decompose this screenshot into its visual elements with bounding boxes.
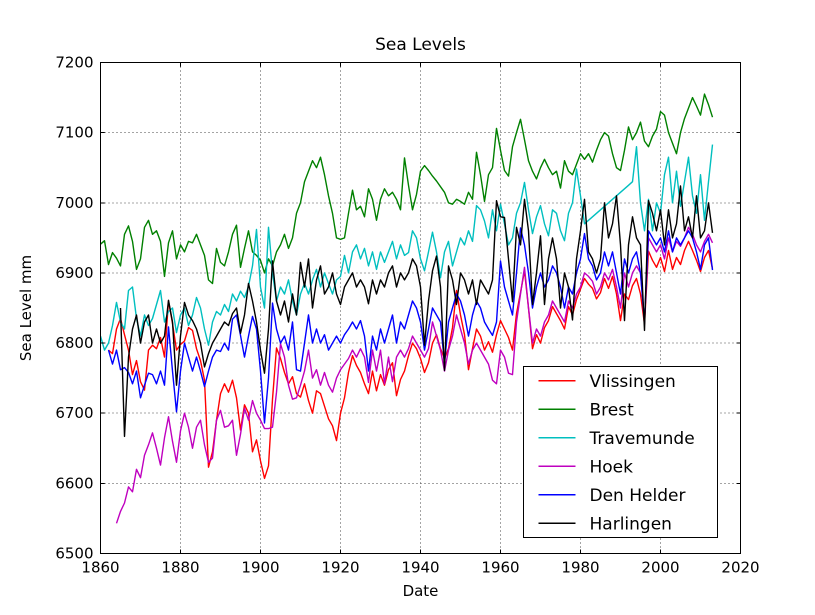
y-tick-label: 6600 (55, 474, 93, 492)
legend-item-harlingen: Harlingen (538, 514, 672, 534)
legend-label-hoek: Hoek (590, 457, 634, 477)
x-tick-label: 1940 (401, 559, 439, 577)
x-tick-label: 1960 (481, 559, 519, 577)
legend-label-vlissingen: Vlissingen (590, 372, 676, 392)
y-tick-label: 6700 (55, 404, 93, 422)
y-tick-label: 6800 (55, 334, 93, 352)
series-line-brest (100, 93, 714, 285)
x-axis-label: Date (403, 582, 439, 600)
axes (100, 62, 741, 554)
series-line-harlingen (119, 185, 714, 438)
legend-label-harlingen: Harlingen (590, 514, 672, 534)
x-tick-label: 1880 (161, 559, 199, 577)
series-line-travemunde (100, 144, 714, 351)
series-lines (100, 93, 714, 524)
y-tick-label: 6500 (55, 545, 93, 563)
x-tick-label: 2020 (721, 559, 759, 577)
chart-title: Sea Levels (375, 35, 466, 55)
legend-item-travemunde: Travemunde (538, 429, 695, 449)
series-line-vlissingen (108, 240, 714, 480)
legend-item-vlissingen: Vlissingen (538, 372, 676, 392)
legend-item-den-helder: Den Helder (538, 486, 686, 506)
x-tick-label: 1980 (561, 559, 599, 577)
y-tick-label: 6900 (55, 264, 93, 282)
legend-item-brest: Brest (538, 400, 635, 420)
x-tick-label: 1900 (241, 559, 279, 577)
y-tick-label: 7100 (55, 124, 93, 142)
legend-label-travemunde: Travemunde (589, 429, 695, 449)
y-tick-label: 7200 (55, 54, 93, 72)
y-axis-label: Sea Level mm (17, 255, 35, 361)
y-tick-label: 7000 (55, 194, 93, 212)
legend: Vlissingen Brest Travemunde Hoek Den Helder H… (523, 366, 718, 538)
tick-labels: 1860 1880 1900 1920 1940 1960 1980 2000 2020 6500… (55, 54, 759, 577)
legend-label-brest: Brest (590, 400, 635, 420)
x-tick-label: 1860 (81, 559, 119, 577)
x-tick-label: 1920 (321, 559, 359, 577)
series-line-den-helder (107, 227, 714, 424)
x-tick-label: 2000 (641, 559, 679, 577)
legend-box (523, 366, 718, 538)
legend-item-hoek: Hoek (538, 457, 634, 477)
series-line-hoek (115, 226, 714, 524)
legend-label-den-helder: Den Helder (590, 486, 686, 506)
